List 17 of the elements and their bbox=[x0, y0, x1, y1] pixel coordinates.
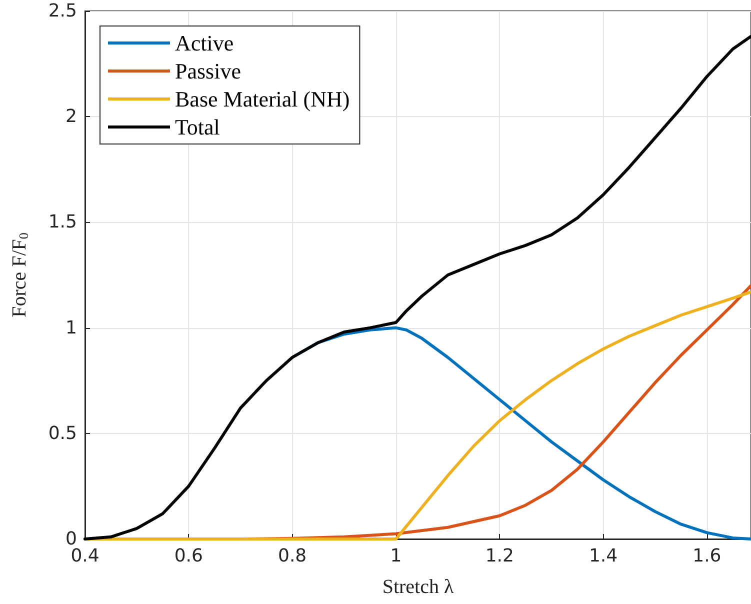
legend-label: Base Material (NH) bbox=[175, 86, 350, 112]
y-tick-label: 0.5 bbox=[48, 422, 77, 444]
y-tick-label: 1 bbox=[66, 317, 77, 338]
x-tick-label: 1 bbox=[390, 546, 402, 566]
x-tick-label: 1.4 bbox=[588, 546, 618, 566]
legend-label: Passive bbox=[175, 58, 241, 84]
x-tick-label: 0.8 bbox=[278, 546, 307, 566]
y-tick-label: 1.5 bbox=[48, 212, 77, 233]
y-tick-label: 2 bbox=[66, 106, 77, 128]
x-tick-label: 0.6 bbox=[174, 546, 203, 566]
legend-label: Active bbox=[175, 30, 234, 56]
legend-label: Total bbox=[175, 114, 220, 140]
y-axis-title: Force F/F0 bbox=[8, 232, 31, 318]
x-tick-label: 1.2 bbox=[485, 546, 514, 566]
x-axis-title: Stretch λ bbox=[382, 576, 454, 598]
y-tick-label: 2.5 bbox=[48, 0, 77, 22]
x-tick-label: 1.6 bbox=[692, 546, 722, 566]
